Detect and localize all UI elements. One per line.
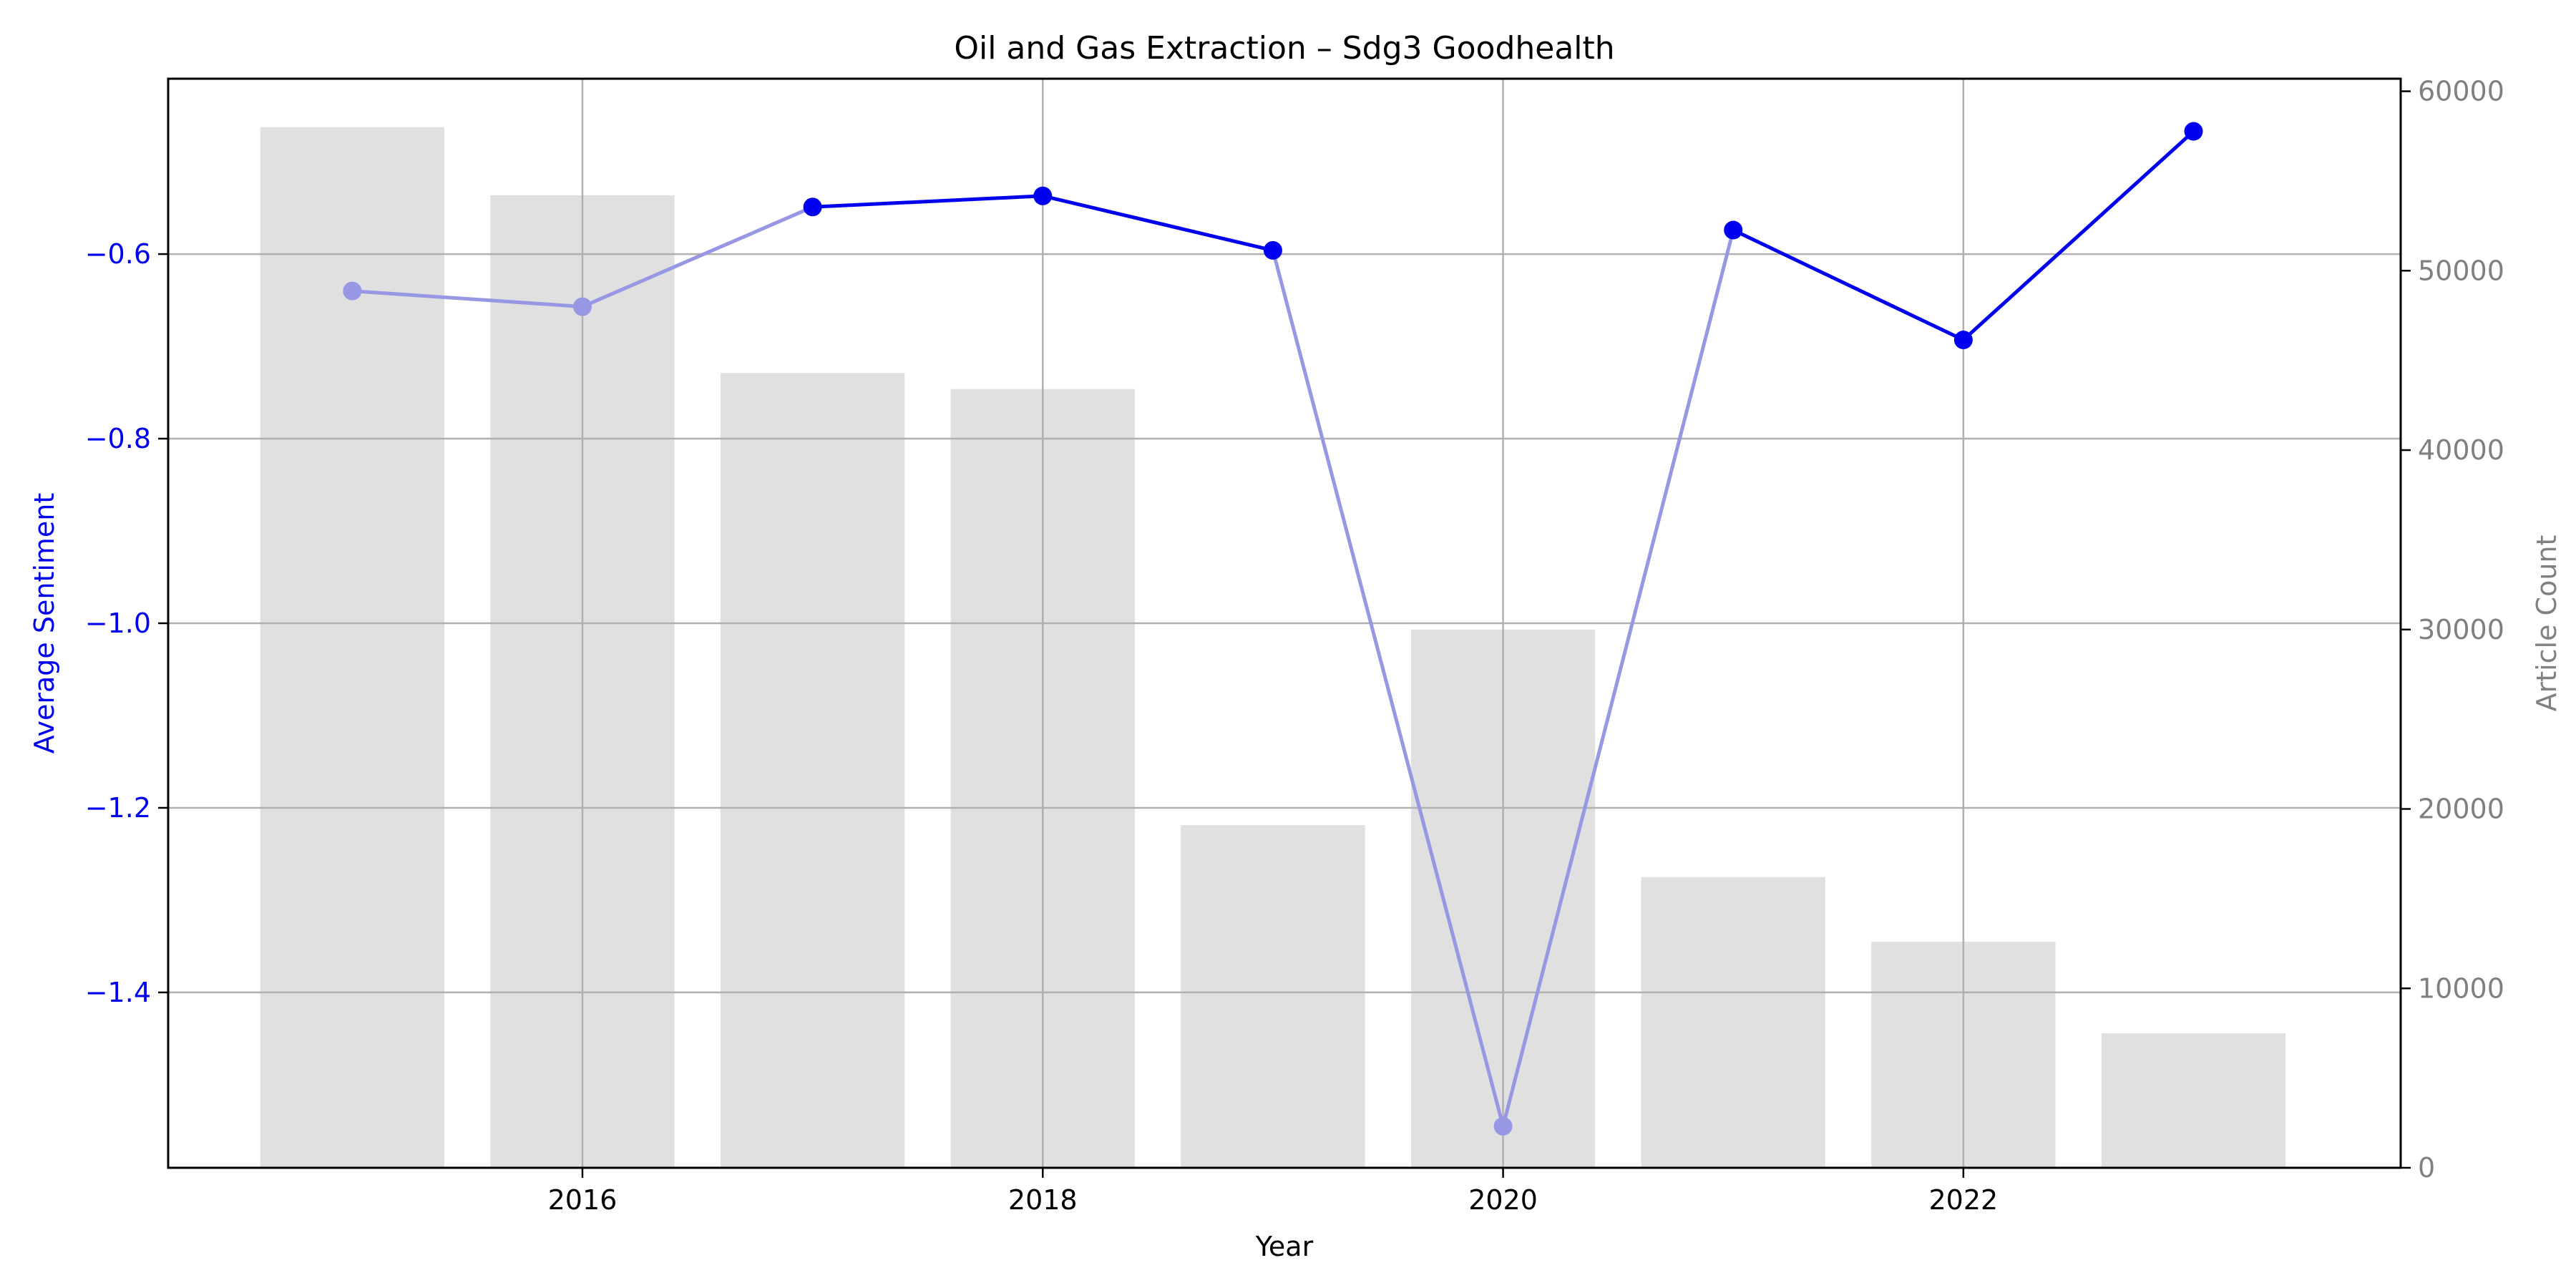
sentiment-point [572, 297, 592, 316]
left-axis-tick-label: −1.0 [85, 608, 151, 639]
grid-layer [168, 79, 2401, 1168]
bottom-axis: 2016 2018 2020 2022 [548, 1168, 1999, 1216]
right-axis-tick-label: 0 [2418, 1152, 2435, 1184]
sentiment-line-layer [343, 122, 2203, 1136]
sentiment-line-segment [1961, 130, 2196, 342]
article-count-bar [260, 127, 444, 1168]
right-axis-tick-label: 50000 [2418, 255, 2504, 286]
sentiment-point [803, 197, 822, 217]
chart-title: Oil and Gas Extraction – Sdg3 Goodhealth [954, 30, 1614, 67]
article-count-bar [2101, 1033, 2286, 1168]
left-axis-tick-label: −0.6 [85, 238, 151, 270]
sentiment-point [1033, 186, 1053, 205]
sentiment-line-segment [580, 205, 815, 309]
article-count-bar [1641, 877, 1825, 1168]
x-axis-tick-label: 2022 [1929, 1184, 1999, 1216]
left-axis: −1.4 −1.2 −1.0 −0.8 −0.6 [85, 238, 168, 1008]
sentiment-point [1493, 1116, 1513, 1136]
sentiment-point [343, 281, 362, 301]
article-count-bar [1181, 825, 1365, 1168]
article-count-bar [720, 373, 905, 1168]
sentiment-point [2184, 122, 2203, 141]
right-axis-tick-label: 40000 [2418, 434, 2504, 466]
left-axis-label: Average Sentiment [29, 493, 60, 754]
sentiment-line-segment [811, 194, 1045, 209]
right-axis-tick-label: 60000 [2418, 76, 2504, 107]
sentiment-point [1263, 240, 1282, 260]
sentiment-line-segment [1040, 194, 1275, 253]
sentiment-point [1953, 331, 1973, 350]
sentiment-line-segment [1501, 228, 1735, 1128]
right-axis-tick-label: 30000 [2418, 614, 2504, 645]
sentiment-line-segment [1271, 248, 1506, 1128]
right-axis-tick-label: 10000 [2418, 972, 2504, 1004]
left-axis-tick-label: −1.2 [85, 792, 151, 824]
right-axis-tick-label: 20000 [2418, 794, 2504, 825]
x-axis-tick-label: 2020 [1468, 1184, 1538, 1216]
sentiment-point [1724, 220, 1743, 240]
sentiment-line-segment [1731, 228, 1966, 342]
x-axis-tick-label: 2018 [1008, 1184, 1078, 1216]
right-axis-label: Article Count [2531, 535, 2562, 712]
left-axis-tick-label: −1.4 [85, 977, 151, 1008]
sentiment-line-segment [350, 289, 585, 309]
x-axis-label: Year [1255, 1231, 1314, 1262]
left-axis-tick-label: −0.8 [85, 423, 151, 454]
right-axis: 0 10000 20000 30000 40000 50000 60000 [2401, 76, 2504, 1184]
x-axis-tick-label: 2016 [548, 1184, 618, 1216]
